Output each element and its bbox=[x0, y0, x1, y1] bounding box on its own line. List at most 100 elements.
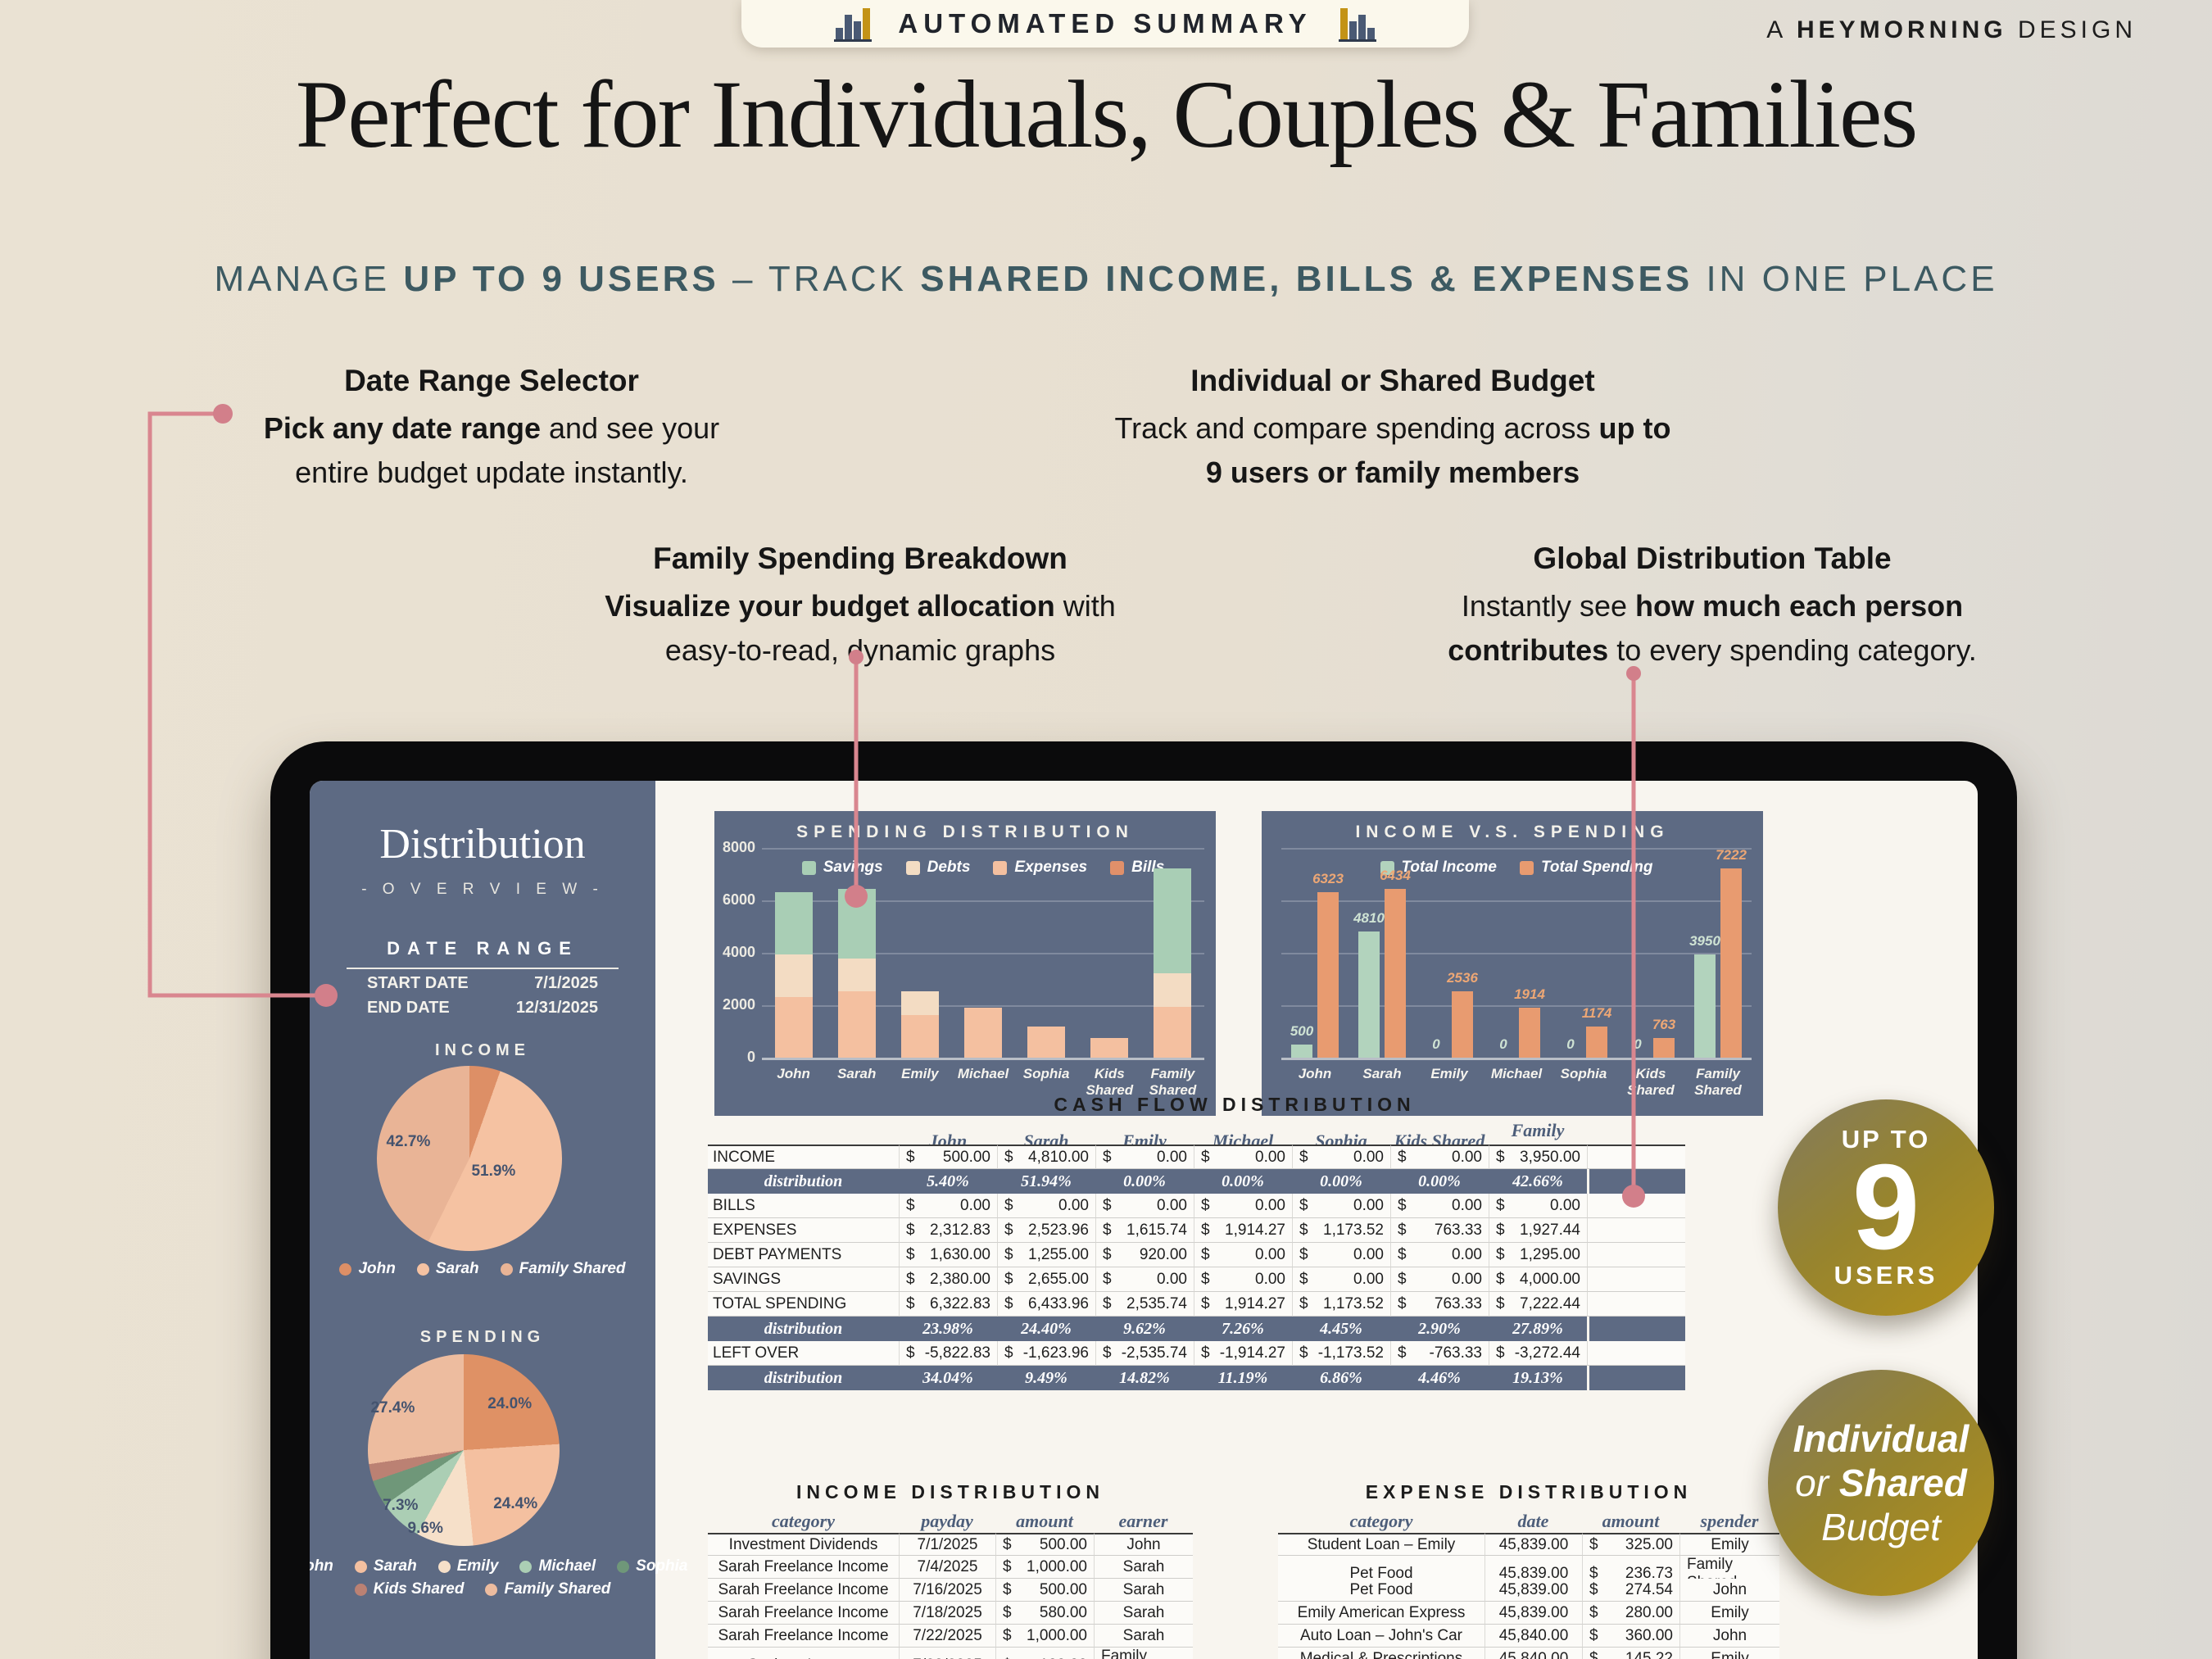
cell[interactable]: $1,615.74 bbox=[1095, 1218, 1194, 1243]
cell[interactable]: $2,523.96 bbox=[997, 1218, 1095, 1243]
cell[interactable]: $1,914.27 bbox=[1194, 1292, 1292, 1317]
cell[interactable]: $0.00 bbox=[1292, 1194, 1390, 1218]
cell[interactable]: $360.00 bbox=[1582, 1625, 1679, 1648]
cell[interactable]: $0.00 bbox=[1194, 1267, 1292, 1292]
distribution-cell[interactable]: 0.00% bbox=[1390, 1169, 1489, 1194]
cell[interactable]: $0.00 bbox=[1095, 1267, 1194, 1292]
cell[interactable]: $ -5,822.83 bbox=[899, 1341, 997, 1366]
distribution-cell[interactable]: 4.45% bbox=[1292, 1317, 1390, 1341]
cell[interactable]: $500.00 bbox=[995, 1579, 1094, 1602]
cell[interactable]: 7/18/2025 bbox=[899, 1602, 995, 1625]
cell[interactable]: 45,840.00 bbox=[1484, 1625, 1582, 1648]
cell[interactable]: 7/1/2025 bbox=[899, 1533, 995, 1556]
cell[interactable]: Emily American Express bbox=[1278, 1602, 1484, 1625]
cell[interactable]: $2,312.83 bbox=[899, 1218, 997, 1243]
distribution-cell[interactable]: 5.40% bbox=[899, 1169, 997, 1194]
cell[interactable]: $0.00 bbox=[1095, 1145, 1194, 1169]
cell[interactable]: $1,914.27 bbox=[1194, 1218, 1292, 1243]
cell[interactable]: 45,839.00 bbox=[1484, 1579, 1582, 1602]
cell[interactable]: Sarah Freelance Income bbox=[708, 1579, 899, 1602]
cell[interactable]: $0.00 bbox=[1194, 1145, 1292, 1169]
cell[interactable]: 45,840.00 bbox=[1484, 1648, 1582, 1659]
cell[interactable] bbox=[1587, 1194, 1685, 1218]
cell[interactable]: Emily bbox=[1679, 1533, 1779, 1556]
cell[interactable]: $1,173.52 bbox=[1292, 1292, 1390, 1317]
end-date-row[interactable]: END DATE 12/31/2025 bbox=[367, 999, 598, 1018]
cell[interactable]: Sarah Freelance Income bbox=[708, 1556, 899, 1579]
distribution-cell[interactable]: 9.49% bbox=[997, 1366, 1095, 1390]
cell[interactable]: $1,000.00 bbox=[995, 1556, 1094, 1579]
cell[interactable]: Sarah Freelance Income bbox=[708, 1602, 899, 1625]
cell[interactable]: John bbox=[1679, 1625, 1779, 1648]
cell[interactable] bbox=[1587, 1145, 1685, 1169]
cell[interactable]: $1,255.00 bbox=[997, 1243, 1095, 1267]
cell[interactable]: Sarah bbox=[1094, 1579, 1193, 1602]
cell[interactable]: 7/22/2025 bbox=[899, 1625, 995, 1648]
cell[interactable]: 7/16/2025 bbox=[899, 1579, 995, 1602]
cell[interactable]: $920.00 bbox=[1095, 1243, 1194, 1267]
cell[interactable]: $1,173.52 bbox=[1292, 1218, 1390, 1243]
cell[interactable]: John bbox=[1094, 1533, 1193, 1556]
cell[interactable]: $6,322.83 bbox=[899, 1292, 997, 1317]
cell[interactable]: $ -1,914.27 bbox=[1194, 1341, 1292, 1366]
cell[interactable]: $4,000.00 bbox=[1489, 1267, 1587, 1292]
cell[interactable]: $100.00 bbox=[995, 1648, 1094, 1659]
cell[interactable]: $0.00 bbox=[1095, 1194, 1194, 1218]
cell[interactable]: Savings Interest bbox=[708, 1648, 899, 1659]
cell[interactable]: Pet Food bbox=[1278, 1579, 1484, 1602]
distribution-cell[interactable]: 34.04% bbox=[899, 1366, 997, 1390]
cell[interactable]: $1,927.44 bbox=[1489, 1218, 1587, 1243]
distribution-cell[interactable]: 42.66% bbox=[1489, 1169, 1587, 1194]
distribution-cell[interactable]: 51.94% bbox=[997, 1169, 1095, 1194]
cell[interactable]: $1,630.00 bbox=[899, 1243, 997, 1267]
cell[interactable]: Emily bbox=[1679, 1602, 1779, 1625]
distribution-cell[interactable]: 0.00% bbox=[1095, 1169, 1194, 1194]
distribution-cell[interactable]: 11.19% bbox=[1194, 1366, 1292, 1390]
distribution-cell[interactable]: 0.00% bbox=[1292, 1169, 1390, 1194]
end-date-value[interactable]: 12/31/2025 bbox=[515, 999, 598, 1017]
distribution-cell[interactable]: 24.40% bbox=[997, 1317, 1095, 1341]
cell[interactable]: Sarah bbox=[1094, 1625, 1193, 1648]
cell[interactable]: $0.00 bbox=[1390, 1267, 1489, 1292]
cell[interactable]: $0.00 bbox=[1292, 1267, 1390, 1292]
cell[interactable]: $ -763.33 bbox=[1390, 1341, 1489, 1366]
cell[interactable]: $0.00 bbox=[1390, 1145, 1489, 1169]
distribution-cell[interactable]: 6.86% bbox=[1292, 1366, 1390, 1390]
cell[interactable]: $ -3,272.44 bbox=[1489, 1341, 1587, 1366]
cell[interactable]: $274.54 bbox=[1582, 1579, 1679, 1602]
cell[interactable] bbox=[1587, 1292, 1685, 1317]
cell[interactable]: $4,810.00 bbox=[997, 1145, 1095, 1169]
cell[interactable]: $ -2,535.74 bbox=[1095, 1341, 1194, 1366]
distribution-cell[interactable]: 23.98% bbox=[899, 1317, 997, 1341]
cell[interactable]: $0.00 bbox=[1390, 1243, 1489, 1267]
cell[interactable]: 7/4/2025 bbox=[899, 1556, 995, 1579]
cell[interactable] bbox=[1587, 1267, 1685, 1292]
cell[interactable]: $1,295.00 bbox=[1489, 1243, 1587, 1267]
cell[interactable]: Sarah Freelance Income bbox=[708, 1625, 899, 1648]
cell[interactable]: Investment Dividends bbox=[708, 1533, 899, 1556]
cell[interactable]: John bbox=[1679, 1579, 1779, 1602]
cell[interactable]: $0.00 bbox=[899, 1194, 997, 1218]
distribution-cell[interactable]: 14.82% bbox=[1095, 1366, 1194, 1390]
cell[interactable]: $2,380.00 bbox=[899, 1267, 997, 1292]
cell[interactable]: Emily bbox=[1679, 1648, 1779, 1659]
cell[interactable]: $3,950.00 bbox=[1489, 1145, 1587, 1169]
cell[interactable]: $ -1,623.96 bbox=[997, 1341, 1095, 1366]
cell[interactable]: $2,535.74 bbox=[1095, 1292, 1194, 1317]
cell[interactable]: $0.00 bbox=[1292, 1145, 1390, 1169]
cell[interactable]: $0.00 bbox=[1390, 1194, 1489, 1218]
cell[interactable]: Auto Loan – John's Car bbox=[1278, 1625, 1484, 1648]
cell[interactable]: $500.00 bbox=[995, 1533, 1094, 1556]
cell[interactable]: Sarah bbox=[1094, 1602, 1193, 1625]
cell[interactable]: $ -1,173.52 bbox=[1292, 1341, 1390, 1366]
cell[interactable]: $145.22 bbox=[1582, 1648, 1679, 1659]
distribution-cell[interactable]: 19.13% bbox=[1489, 1366, 1587, 1390]
cell[interactable]: 45,839.00 bbox=[1484, 1533, 1582, 1556]
cell[interactable]: $763.33 bbox=[1390, 1292, 1489, 1317]
cell[interactable]: $1,000.00 bbox=[995, 1625, 1094, 1648]
distribution-cell[interactable]: 9.62% bbox=[1095, 1317, 1194, 1341]
cell[interactable]: $325.00 bbox=[1582, 1533, 1679, 1556]
distribution-cell[interactable]: 0.00% bbox=[1194, 1169, 1292, 1194]
cell[interactable]: Family Shared bbox=[1094, 1648, 1193, 1659]
cell[interactable]: Sarah bbox=[1094, 1556, 1193, 1579]
